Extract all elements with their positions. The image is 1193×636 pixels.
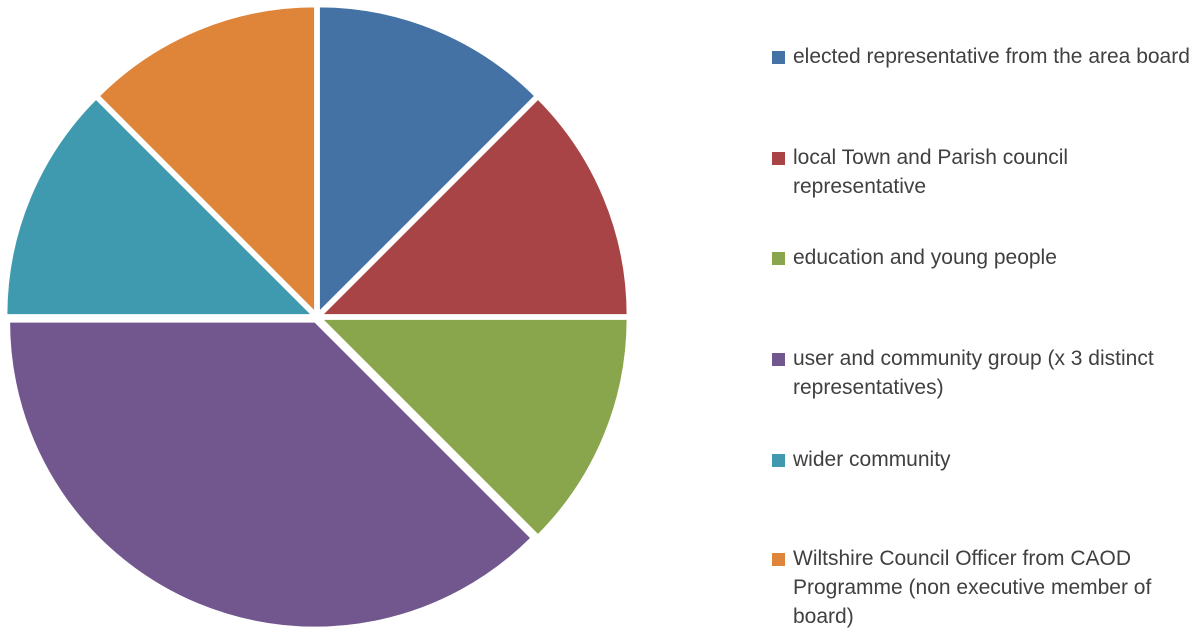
legend-swatch: [772, 553, 785, 566]
legend-swatch: [772, 353, 785, 366]
legend-label: local Town and Parish council representa…: [793, 146, 1069, 198]
pie-chart-svg: [5, 5, 629, 629]
legend-item-elected-representative: elected representative from the area boa…: [772, 42, 1193, 71]
legend-label: wider community: [793, 448, 951, 471]
legend-item-education-young-people: education and young people: [772, 243, 1193, 272]
pie-slice: [8, 320, 533, 629]
legend-item-wider-community: wider community: [772, 445, 1193, 474]
legend-swatch: [772, 454, 785, 467]
pie-slice: [5, 97, 315, 317]
chart-legend: elected representative from the area boa…: [772, 0, 1193, 636]
legend-label: elected representative from the area boa…: [793, 45, 1190, 68]
legend-label: user and community group (x 3 distinct r…: [793, 347, 1154, 399]
pie-chart: [5, 5, 629, 629]
pie-slice: [319, 317, 629, 537]
pie-slice: [97, 5, 317, 315]
legend-item-town-parish-council: local Town and Parish council representa…: [772, 143, 1193, 201]
legend-label: Wiltshire Council Officer from CAOD Prog…: [793, 547, 1152, 628]
legend-swatch: [772, 252, 785, 265]
legend-item-wiltshire-council-officer: Wiltshire Council Officer from CAOD Prog…: [772, 544, 1193, 631]
legend-item-user-community-group: user and community group (x 3 distinct r…: [772, 344, 1193, 402]
legend-swatch: [772, 152, 785, 165]
pie-slice: [317, 5, 537, 315]
legend-swatch: [772, 51, 785, 64]
legend-label: education and young people: [793, 246, 1057, 269]
pie-slice: [319, 97, 629, 317]
